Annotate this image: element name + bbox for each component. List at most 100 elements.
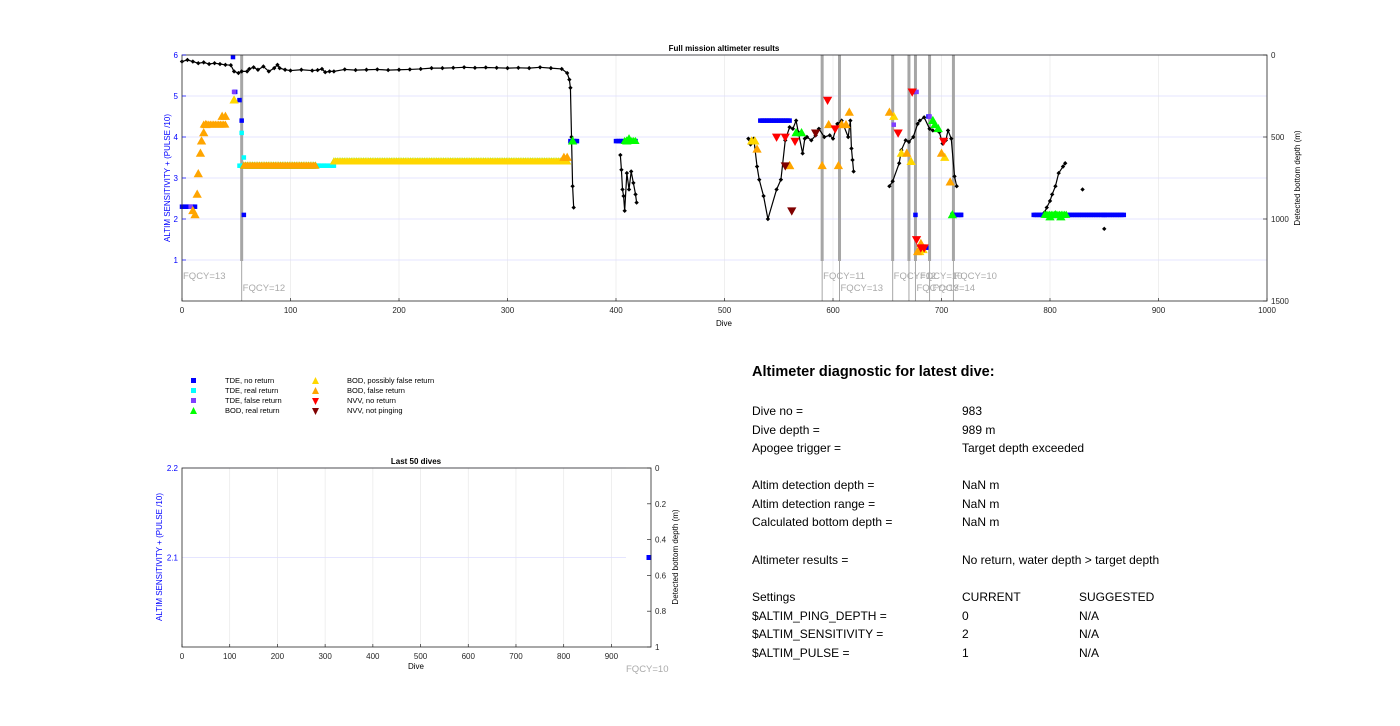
bottom-depth-point [633,192,638,197]
bottom-depth-point [327,69,332,74]
diagnostic-value: NaN m [962,478,1000,492]
diagnostic-label: Altimeter results = [752,553,849,567]
fqcy-label: FQCY=12 [894,271,937,282]
bottom-depth-point [570,184,575,189]
x-tick-label: 600 [826,306,840,315]
fqcy-label: FQCY=13 [841,283,884,294]
x-tick-label: 600 [462,652,476,661]
series-marker [841,119,851,129]
series-marker [891,122,897,127]
y-tick-label: 4 [174,133,179,142]
series-marker [563,157,572,165]
y-right-tick-label: 0.6 [655,571,667,580]
setting-suggested: N/A [1079,609,1100,623]
y-right-tick-label: 500 [1271,133,1285,142]
bottom-depth-point [239,69,244,74]
series-marker [927,114,932,119]
bottom-depth-point [236,70,241,76]
series-marker [912,246,923,256]
bottom-depth-point [353,67,358,73]
bottom-depth-point [1047,198,1053,204]
series-marker [830,125,840,134]
bottom-depth-point [396,67,402,72]
bottom-depth-point [887,184,892,189]
x-tick-label: 100 [223,652,237,661]
series-marker [817,160,827,170]
bottom-depth-point [800,151,805,156]
bottom-depth-point [911,134,916,140]
setting-current: 2 [962,627,969,641]
x-tick-label: 400 [609,306,623,315]
series-marker [752,144,762,153]
diagnostic-label: Altim detection depth = [752,478,875,492]
diagnostic-label: Calculated bottom depth = [752,515,893,529]
bottom-depth-point [251,65,256,70]
bottom-depth-point [217,61,223,67]
series-marker [906,156,916,165]
x-tick-label: 400 [366,652,380,661]
bottom-depth-point [206,61,212,67]
series-marker [229,95,239,104]
last-50-xlabel: Dive [408,662,425,671]
bottom-depth-point [774,187,779,192]
bottom-depth-point [505,65,510,71]
series-marker [241,212,247,218]
legend-marker-icon [191,378,196,383]
bottom-depth-point [429,65,434,71]
series-marker [190,210,200,219]
bottom-depth-point [375,67,380,72]
series-marker [1121,212,1127,218]
bottom-depth-point [848,118,853,123]
diagnostic-value: NaN m [962,497,1000,511]
bottom-depth-point [272,65,277,71]
bottom-depth-point [516,65,521,70]
full-mission-bottom-depth [179,57,1107,232]
series-marker [574,138,580,144]
bottom-depth-point [620,187,625,192]
series-marker [646,555,652,560]
series-marker [311,161,320,169]
setting-name: $ALTIM_SENSITIVITY = [752,627,884,641]
series-marker [780,162,790,171]
series-marker [196,136,207,145]
x-tick-label: 700 [509,652,523,661]
last-50-frame [181,467,652,648]
bottom-depth-point [407,67,413,72]
bottom-depth-point [261,64,266,69]
x-tick-label: 200 [392,306,406,315]
last-50-ylabel-right: Detected bottom depth (m) [671,509,680,604]
series-marker [231,89,237,95]
bottom-depth-point [790,126,796,131]
x-tick-label: 900 [605,652,619,661]
diagnostic-value: Target depth exceeded [962,441,1085,455]
bottom-depth-point [559,66,564,72]
series-marker [945,177,955,186]
series-marker [822,96,833,105]
full-mission-ylabel-left: ALTIM SENSITIVITY + (PULSE /10) [163,114,172,242]
legend-label: BOD, false return [347,386,405,395]
diagnostic-value: NaN m [962,515,1000,529]
y-right-tick-label: 0 [1271,51,1276,60]
settings-header-current: CURRENT [962,590,1021,604]
series-marker [787,118,792,123]
bottom-depth-point [835,121,840,127]
series-marker [939,137,949,146]
bottom-depth-point [921,115,927,120]
x-tick-label: 0 [180,306,185,315]
bottom-depth-point [1102,226,1107,232]
legend: TDE, no return TDE, real return TDE, fal… [180,372,500,427]
bottom-depth-point [277,65,282,71]
bottom-depth-point [757,177,762,182]
series-marker [919,244,929,253]
setting-suggested: N/A [1079,646,1100,660]
series-marker [562,152,572,161]
bottom-depth-point [954,184,959,189]
x-tick-label: 900 [1152,306,1166,315]
x-tick-label: 0 [180,652,185,661]
bottom-depth-point [568,85,573,90]
y-tick-label: 2 [174,215,179,224]
last-50-title: Last 50 dives [391,457,442,466]
last-50-series [646,555,652,560]
bottom-depth-point [952,174,957,179]
